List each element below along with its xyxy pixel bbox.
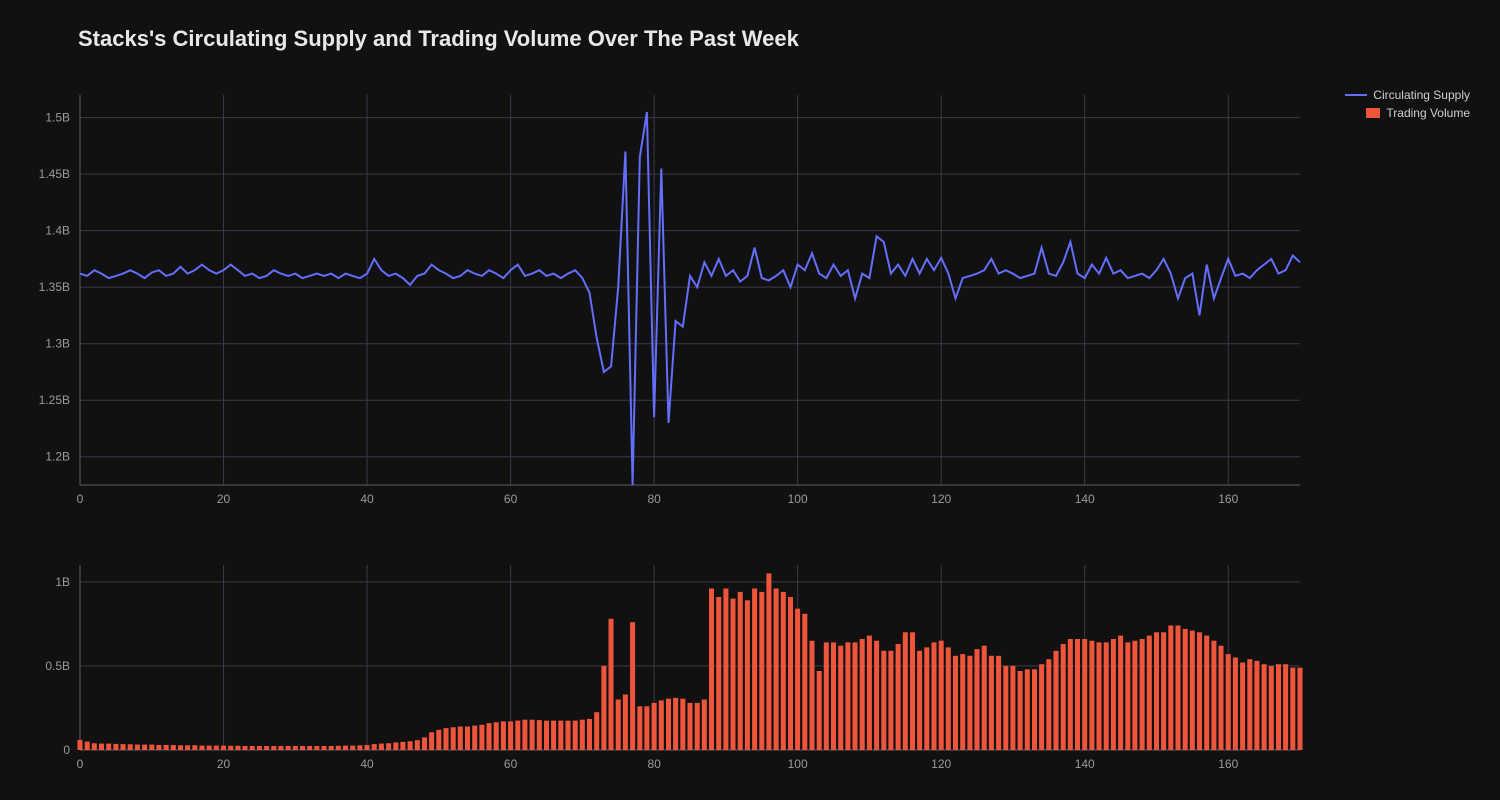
svg-text:140: 140 [1075,757,1095,771]
svg-text:0.5B: 0.5B [45,659,70,673]
svg-text:140: 140 [1075,492,1095,506]
svg-text:120: 120 [931,757,951,771]
svg-text:20: 20 [217,492,231,506]
svg-text:1.35B: 1.35B [39,280,70,294]
svg-text:160: 160 [1218,492,1238,506]
svg-text:80: 80 [647,757,661,771]
svg-text:1.2B: 1.2B [45,450,70,464]
svg-text:1.5B: 1.5B [45,111,70,125]
svg-text:40: 40 [360,492,374,506]
svg-text:0: 0 [77,757,84,771]
chart-canvas: 1.2B 1.25B 1.3B 1.35B 1.4B 1.45B 1.5B 0 20 40 60 80… [0,0,1500,800]
svg-text:60: 60 [504,757,518,771]
svg-text:1.3B: 1.3B [45,337,70,351]
svg-text:1B: 1B [55,575,70,589]
svg-text:1.45B: 1.45B [39,167,70,181]
svg-text:40: 40 [360,757,374,771]
svg-text:60: 60 [504,492,518,506]
svg-text:120: 120 [931,492,951,506]
svg-text:0: 0 [77,492,84,506]
svg-text:1.4B: 1.4B [45,224,70,238]
svg-text:100: 100 [788,757,808,771]
svg-text:20: 20 [217,757,231,771]
svg-text:160: 160 [1218,757,1238,771]
svg-text:100: 100 [788,492,808,506]
svg-text:80: 80 [647,492,661,506]
svg-text:1.25B: 1.25B [39,393,70,407]
svg-text:0: 0 [63,743,70,757]
